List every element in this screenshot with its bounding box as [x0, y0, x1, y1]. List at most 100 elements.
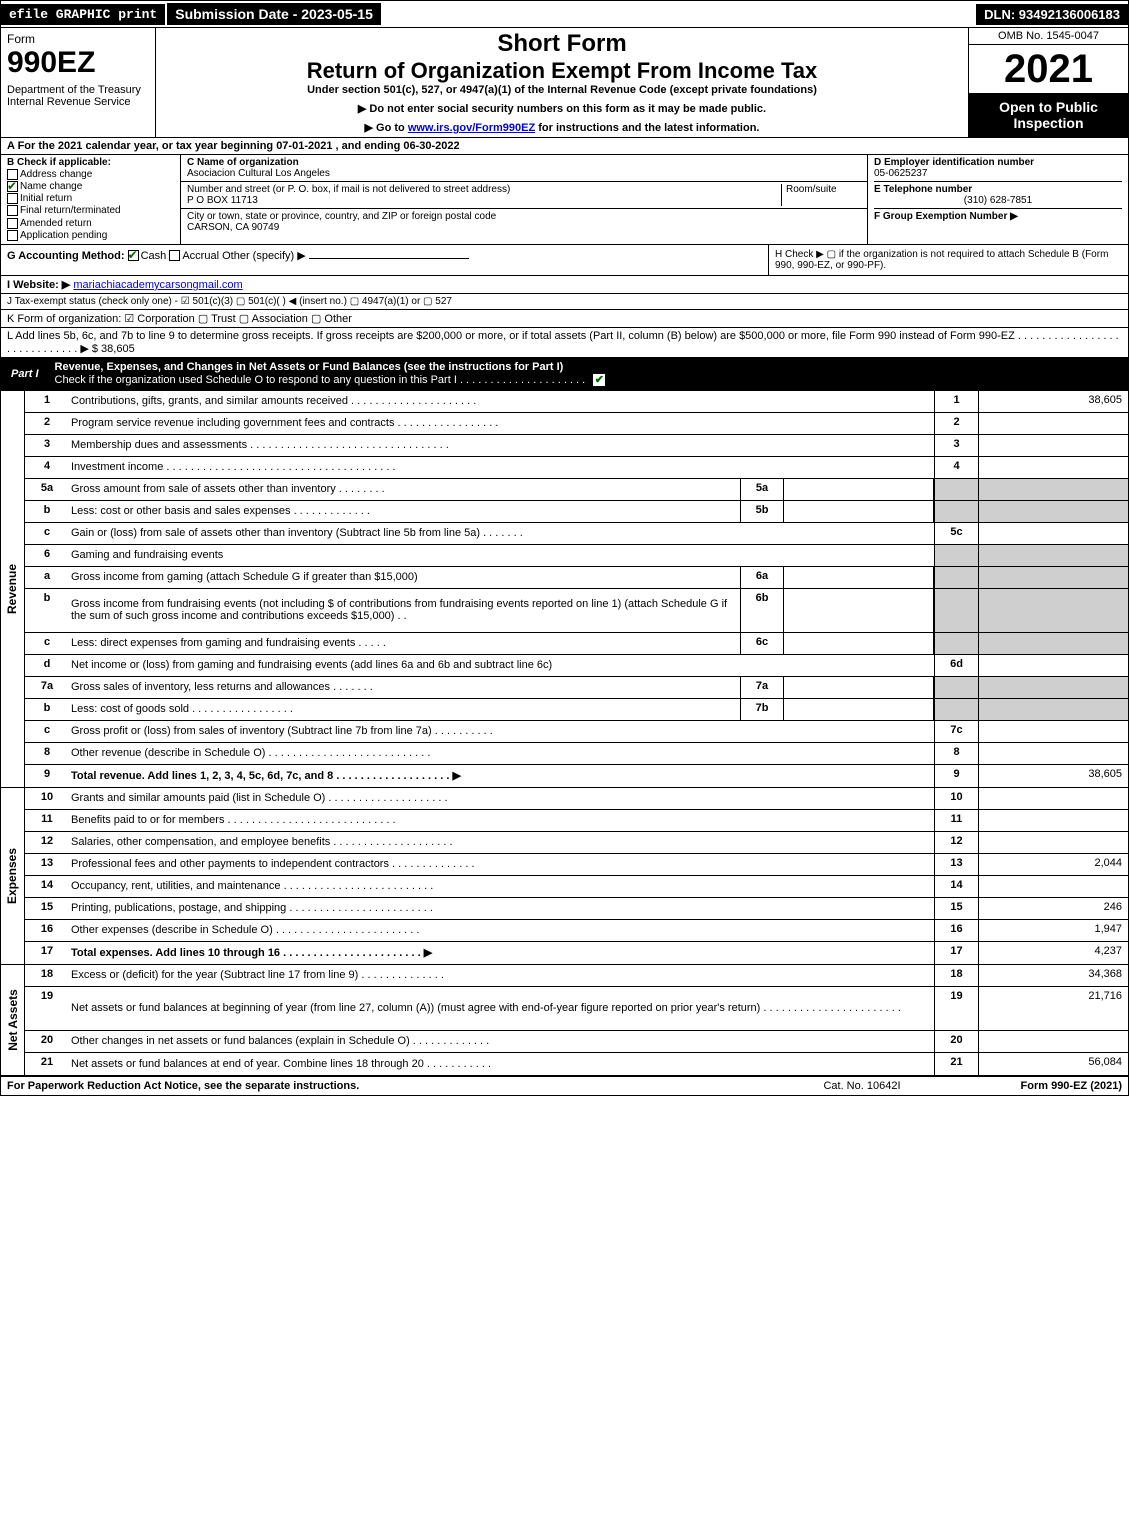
irs-link[interactable]: www.irs.gov/Form990EZ — [408, 122, 535, 134]
street-row: Number and street (or P. O. box, if mail… — [181, 182, 867, 209]
expenses-section: Expenses 10Grants and similar amounts pa… — [1, 788, 1128, 965]
form-number: 990EZ — [7, 46, 149, 80]
line-number: 5a — [25, 479, 69, 500]
row-gh: G Accounting Method: Cash Accrual Other … — [1, 245, 1128, 276]
cb-cash[interactable] — [128, 250, 139, 261]
amount-value — [978, 413, 1128, 434]
cb-initial-return[interactable]: Initial return — [7, 193, 174, 204]
expense-lines: 10Grants and similar amounts paid (list … — [25, 788, 1128, 964]
col-b: B Check if applicable: Address change Na… — [1, 155, 181, 244]
sub-amount — [784, 677, 934, 698]
line-text: Less: cost or other basis and sales expe… — [69, 501, 740, 522]
line-text: Gross amount from sale of assets other t… — [69, 479, 740, 500]
line-c: cLess: direct expenses from gaming and f… — [25, 633, 1128, 655]
amount-box: 8 — [934, 743, 978, 764]
line-14: 14Occupancy, rent, utilities, and mainte… — [25, 876, 1128, 898]
line-text: Less: direct expenses from gaming and fu… — [69, 633, 740, 654]
amount-box: 19 — [934, 987, 978, 1030]
line-number: 11 — [25, 810, 69, 831]
line-number: 16 — [25, 920, 69, 941]
main-title: Return of Organization Exempt From Incom… — [162, 58, 962, 84]
cb-application-pending[interactable]: Application pending — [7, 230, 174, 241]
amount-val-shaded — [978, 501, 1128, 522]
cb-amended-return[interactable]: Amended return — [7, 218, 174, 229]
ein-label: D Employer identification number — [874, 157, 1122, 168]
line-number: 20 — [25, 1031, 69, 1052]
amount-value: 38,605 — [978, 391, 1128, 412]
line-text: Salaries, other compensation, and employ… — [69, 832, 934, 853]
amount-value: 56,084 — [978, 1053, 1128, 1075]
part-i-label: Part I — [1, 365, 49, 383]
g-label: G Accounting Method: — [7, 250, 125, 262]
line-10: 10Grants and similar amounts paid (list … — [25, 788, 1128, 810]
line-number: 4 — [25, 457, 69, 478]
line-number: 18 — [25, 965, 69, 986]
amount-box: 3 — [934, 435, 978, 456]
line-13: 13Professional fees and other payments t… — [25, 854, 1128, 876]
row-k: K Form of organization: ☑ Corporation ▢ … — [1, 310, 1128, 328]
line-text: Gross sales of inventory, less returns a… — [69, 677, 740, 698]
line-2: 2Program service revenue including gover… — [25, 413, 1128, 435]
amount-box: 7c — [934, 721, 978, 742]
part-i-header: Part I Revenue, Expenses, and Changes in… — [1, 358, 1128, 391]
cb-accrual[interactable] — [169, 250, 180, 261]
amount-num-shaded — [934, 501, 978, 522]
amount-value — [978, 435, 1128, 456]
cb-address-change[interactable]: Address change — [7, 169, 174, 180]
line-11: 11Benefits paid to or for members . . . … — [25, 810, 1128, 832]
sub-box: 7a — [740, 677, 784, 698]
amount-value: 38,605 — [978, 765, 1128, 787]
line-b: bGross income from fundraising events (n… — [25, 589, 1128, 633]
line-number: 15 — [25, 898, 69, 919]
line-number: c — [25, 721, 69, 742]
line-number: 6 — [25, 545, 69, 566]
amount-value — [978, 721, 1128, 742]
line-1: 1Contributions, gifts, grants, and simil… — [25, 391, 1128, 413]
department: Department of the Treasury Internal Reve… — [7, 84, 149, 108]
tax-year: 2021 — [969, 45, 1128, 93]
line-7a: 7aGross sales of inventory, less returns… — [25, 677, 1128, 699]
line-3: 3Membership dues and assessments . . . .… — [25, 435, 1128, 457]
city: CARSON, CA 90749 — [187, 222, 861, 233]
line-number: 12 — [25, 832, 69, 853]
part-i-checkbox[interactable]: ✔ — [592, 373, 606, 387]
expenses-side-label: Expenses — [1, 788, 25, 964]
line-number: 17 — [25, 942, 69, 964]
top-bar: efile GRAPHIC print Submission Date - 20… — [1, 1, 1128, 28]
street-label: Number and street (or P. O. box, if mail… — [187, 184, 781, 195]
amount-box: 11 — [934, 810, 978, 831]
amount-value: 21,716 — [978, 987, 1128, 1030]
cb-name-change[interactable]: Name change — [7, 181, 174, 192]
amount-box: 10 — [934, 788, 978, 809]
sub-box: 7b — [740, 699, 784, 720]
amount-box: 4 — [934, 457, 978, 478]
netassets-side-label: Net Assets — [1, 965, 25, 1075]
header-left: Form 990EZ Department of the Treasury In… — [1, 28, 156, 137]
cb-final-return[interactable]: Final return/terminated — [7, 205, 174, 216]
line-text: Gain or (loss) from sale of assets other… — [69, 523, 934, 544]
amount-box: 18 — [934, 965, 978, 986]
amount-num-shaded — [934, 589, 978, 632]
line-text: Total expenses. Add lines 10 through 16 … — [69, 942, 934, 964]
line-text: Printing, publications, postage, and shi… — [69, 898, 934, 919]
row-h: H Check ▶ ▢ if the organization is not r… — [768, 245, 1128, 275]
amount-box: 2 — [934, 413, 978, 434]
line-5a: 5aGross amount from sale of assets other… — [25, 479, 1128, 501]
amount-box: 21 — [934, 1053, 978, 1075]
row-g: G Accounting Method: Cash Accrual Other … — [1, 245, 768, 275]
line-text: Excess or (deficit) for the year (Subtra… — [69, 965, 934, 986]
row-l-text: L Add lines 5b, 6c, and 7b to line 9 to … — [7, 330, 1119, 355]
amount-value — [978, 1031, 1128, 1052]
line-number: b — [25, 699, 69, 720]
footer-left: For Paperwork Reduction Act Notice, see … — [7, 1080, 823, 1092]
city-row: City or town, state or province, country… — [181, 209, 867, 235]
info-block: B Check if applicable: Address change Na… — [1, 155, 1128, 245]
row-l-amount: 38,605 — [101, 343, 135, 355]
website-link[interactable]: mariachiacademycarsongmail.com — [73, 279, 242, 291]
row-j: J Tax-exempt status (check only one) - ☑… — [1, 294, 1128, 310]
amount-value: 2,044 — [978, 854, 1128, 875]
name-label: C Name of organization — [187, 157, 861, 168]
note2-pre: ▶ Go to — [365, 122, 408, 134]
line-18: 18Excess or (deficit) for the year (Subt… — [25, 965, 1128, 987]
sub-amount — [784, 633, 934, 654]
